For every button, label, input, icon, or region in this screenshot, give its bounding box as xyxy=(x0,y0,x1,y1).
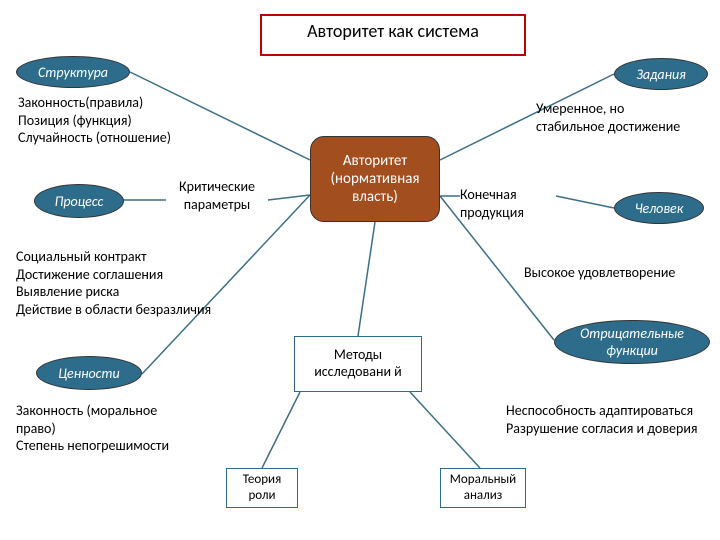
text-neg-list: Неспособность адаптироваться Разрушение … xyxy=(506,402,698,437)
diagram-stage: Авторитет как система Структура Процесс … xyxy=(0,0,720,540)
node-zadaniya: Задания xyxy=(614,58,708,90)
node-moral-analiz: Моральный анализ xyxy=(440,468,526,508)
node-chelovek: Человек xyxy=(614,192,704,224)
node-methods: Методы исследовани й xyxy=(294,336,422,392)
text-zadaniya: Умеренное, но стабильное достижение xyxy=(536,100,680,135)
node-center: Авторитет (нормативная власть) xyxy=(310,136,440,222)
text-high-satisfaction: Высокое удовлетворение xyxy=(524,264,675,282)
label-crit-params: Критические параметры xyxy=(166,178,268,220)
node-process: Процесс xyxy=(34,184,124,218)
text-cennosti-list: Законность (моральное право) Степень неп… xyxy=(16,402,169,455)
node-cennosti: Ценности xyxy=(36,356,142,390)
text-end-product: Конечная продукция xyxy=(460,186,524,221)
diagram-title: Авторитет как система xyxy=(260,14,526,56)
node-struktura: Структура xyxy=(16,56,130,88)
node-teoriya-roli: Теория роли xyxy=(226,468,298,508)
node-neg-funcs: Отрицательные функции xyxy=(554,320,710,364)
text-process-list: Социальный контракт Достижение соглашени… xyxy=(16,248,211,318)
text-struktura-list: Законность(правила) Позиция (функция) Сл… xyxy=(18,94,171,147)
